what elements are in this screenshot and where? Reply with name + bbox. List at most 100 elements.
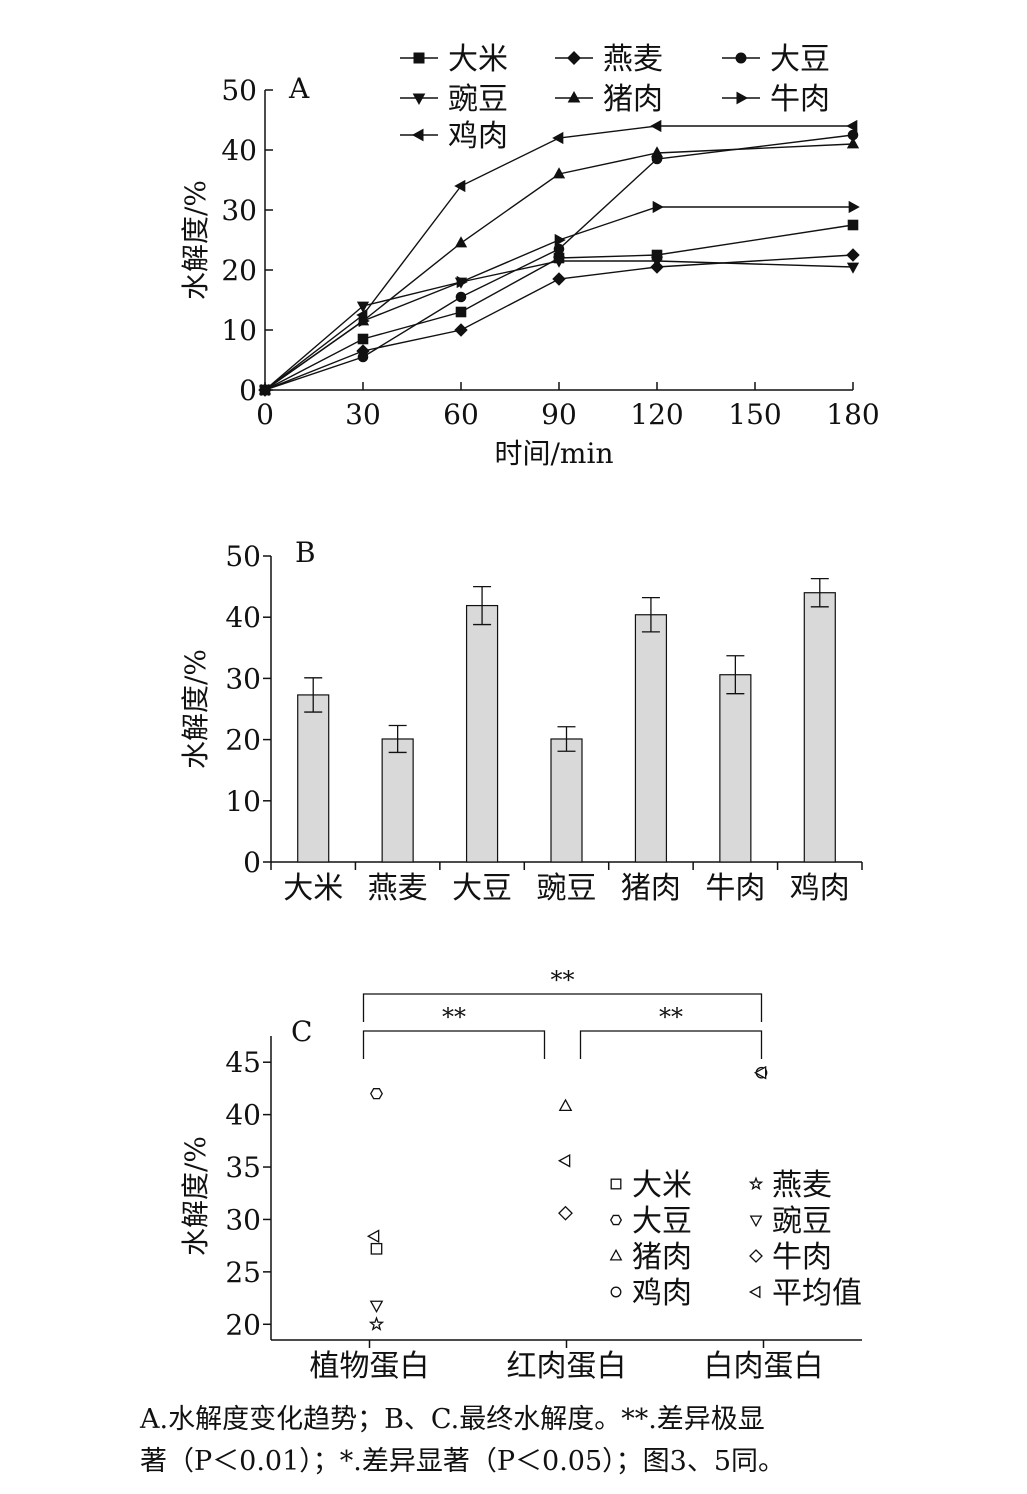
x-tick-label: 30 [345,398,381,431]
y-tick-label: 0 [243,846,261,879]
data-point [650,146,664,158]
y-tick-label: 35 [225,1151,261,1184]
legend-marker [610,1286,622,1298]
legend-label: 牛肉 [772,1240,832,1275]
y-tick-label: 30 [225,1203,261,1236]
data-point [846,137,860,149]
data-point [652,200,664,214]
x-tick-label: 120 [630,398,683,431]
legend-label: 豌豆 [448,82,508,117]
legend-marker [748,1176,764,1191]
panel-a-line-chart: 0 10 20 30 40 50 0 30 60 90 120 150 180 A 时间/min 水解度/% 大… [179,42,880,470]
x-tick-label: 0 [256,398,274,431]
y-tick-label: 50 [221,74,257,107]
x-tick-label: 180 [826,398,879,431]
category-label: 大豆 [452,871,512,906]
data-point [454,323,468,337]
y-tick-label: 40 [221,134,257,167]
legend-label: 平均值 [772,1276,862,1311]
legend-marker [413,52,425,64]
data-point [454,179,466,193]
category-label: 白肉蛋白 [704,1349,824,1384]
category-label: 植物蛋白 [310,1349,430,1384]
bar [381,738,414,863]
data-point [455,291,467,303]
legend-label: 猪肉 [603,82,663,117]
legend-label: 大豆 [632,1204,692,1239]
y-axis-label: 水解度/% [179,649,212,769]
legend-label: 鸡肉 [448,119,508,154]
significance-bracket [579,1030,763,1059]
bar [803,592,836,863]
y-tick-label: 30 [225,662,261,695]
legend-label: 猪肉 [632,1240,692,1275]
figure: 0 10 20 30 40 50 0 30 60 90 120 150 180 A 时间/min 水解度/% 大… [179,42,880,1384]
significance-label: ** [659,1003,683,1031]
data-point [650,256,664,268]
legend-marker [411,128,424,142]
data-point [557,1153,571,1168]
y-tick-label: 25 [225,1256,261,1289]
bar [465,604,499,863]
panel-label: B [295,536,316,569]
category-label: 大米 [283,871,343,906]
legend-marker [735,52,747,64]
significance-bracket [362,993,763,1022]
bar [550,738,583,863]
data-point [356,308,368,322]
category-label: 鸡肉 [790,871,850,906]
data-point [553,243,565,255]
legend-marker [749,1249,763,1263]
data-point [846,119,858,133]
category-label: 豌豆 [537,871,597,906]
x-tick-label: 150 [728,398,781,431]
y-tick-label: 0 [239,374,257,407]
data-point [848,200,860,214]
x-tick-label: 60 [443,398,479,431]
legend-marker [609,1214,623,1226]
data-point [454,236,468,248]
y-tick-label: 30 [221,194,257,227]
legend-label: 大米 [448,42,508,77]
data-point [650,119,662,133]
x-axis-label: 时间/min [495,437,614,470]
panel-label: C [291,1015,312,1048]
y-tick-label: 45 [225,1046,261,1079]
legend-label: 鸡肉 [632,1276,692,1311]
data-point [552,131,564,145]
y-tick-label: 40 [225,601,261,634]
category-label: 猪肉 [621,871,681,906]
category-label: 牛肉 [705,871,765,906]
legend-label: 大豆 [770,42,830,77]
series-line [264,254,854,391]
data-point [552,272,566,286]
data-point [552,167,566,179]
y-axis-label: 水解度/% [179,1136,212,1256]
legend-label: 燕麦 [772,1168,832,1203]
bar [634,614,668,863]
bar [719,674,752,863]
series-line [264,206,853,391]
y-axis-label: 水解度/% [179,180,212,300]
legend-marker [609,1248,623,1261]
y-tick-label: 20 [225,1308,261,1341]
legend-label: 大米 [632,1168,692,1203]
legend-marker [567,90,581,103]
data-point [456,275,468,289]
series-line [264,134,854,391]
legend-marker [748,1285,761,1299]
panel-label: A [288,72,310,105]
legend-label: 牛肉 [770,82,830,117]
panel-c-scatter-chart: 20 25 30 35 40 45 植物蛋白 红肉蛋白 白肉蛋白 C 水解度/% ** ** ** 大米 燕麦… [179,966,862,1384]
y-tick-label: 40 [225,1099,261,1132]
y-tick-label: 20 [225,724,261,757]
data-point [369,1300,384,1313]
data-point [846,248,860,262]
series-line [264,125,853,391]
bar [297,694,330,863]
legend-marker [610,1178,622,1190]
data-point [846,262,860,274]
y-tick-label: 10 [221,314,257,347]
data-point [554,233,566,247]
data-point [370,1088,383,1100]
